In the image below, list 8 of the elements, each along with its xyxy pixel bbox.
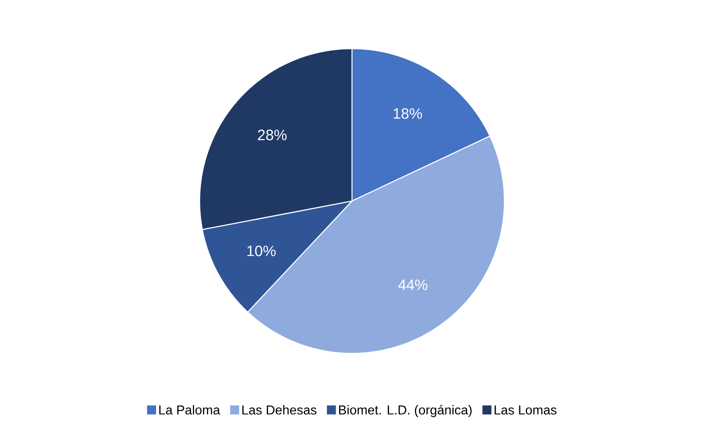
legend-label: Biomet. L.D. (orgánica) — [339, 404, 472, 418]
legend-label: La Paloma — [159, 405, 220, 415]
legend-label: Las Lomas — [494, 406, 556, 415]
data-label: 10% — [247, 246, 276, 256]
data-label: 28% — [258, 130, 287, 140]
legend-label: Las Dehesas — [242, 405, 316, 415]
data-label: 18% — [394, 108, 422, 119]
data-label: 44% — [398, 280, 428, 290]
